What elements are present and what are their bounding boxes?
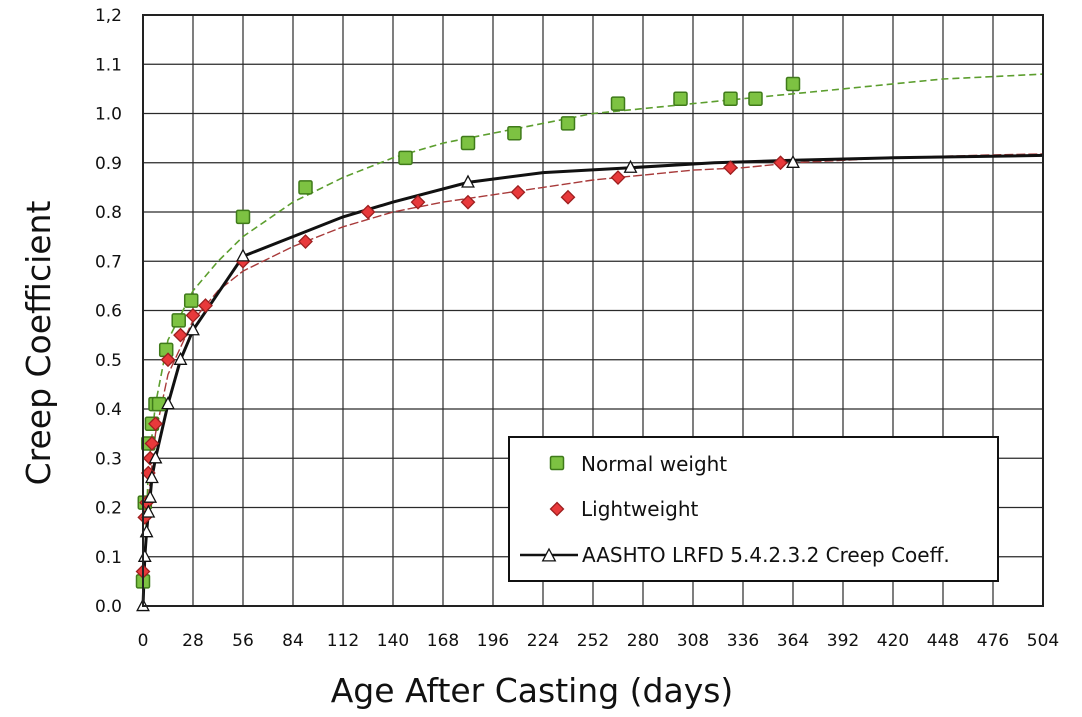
point-normal-weight [507,125,522,141]
y-tick-label: 1.0 [95,105,122,125]
legend-label-lightweight: Lightweight [581,497,699,521]
point-aashto [173,351,188,365]
x-tick-label: 392 [827,631,859,651]
point-lightweight [773,155,788,171]
y-tick-label: 0.2 [95,499,122,519]
point-aashto [148,450,163,464]
point-normal-weight [785,76,801,92]
point-normal-weight [398,150,413,166]
x-tick-label: 140 [377,631,409,651]
y-tick-label: 0.3 [95,449,122,469]
point-lightweight [185,308,201,323]
x-tick-labels: 0 28 56 84 112 140 168 196 224 252 280 308 336 364 392… [138,631,1060,651]
x-tick-label: 224 [527,631,559,651]
point-aashto [623,159,638,173]
trendline-lightweight [142,153,1044,607]
point-lightweight [560,189,576,205]
y-tick-label: 1.1 [95,55,122,75]
trendline-normal-weight [142,73,1044,607]
x-tick-label: 28 [182,631,204,651]
point-lightweight [610,170,626,185]
point-lightweight [723,160,738,176]
point-aashto [161,396,175,410]
point-lightweight [160,352,176,368]
point-aashto [137,548,152,562]
legend-box [508,436,999,582]
x-tick-label: 280 [627,631,659,651]
x-tick-label: 420 [877,631,909,651]
x-tick-label: 476 [977,631,1009,651]
y-tick-label: 0.0 [95,597,122,617]
x-tick-label: 448 [927,631,959,651]
point-normal-weight [171,313,186,328]
point-lightweight [298,234,313,249]
point-aashto [141,504,156,518]
y-tick-label: 0.8 [95,203,122,223]
x-tick-label: 112 [327,631,359,651]
legend-marker-aashto [520,547,578,562]
y-tick-label: 0.6 [95,302,122,322]
x-axis-title: Age After Casting (days) [331,671,734,710]
x-tick-label: 504 [1027,631,1059,651]
x-tick-label: 308 [677,631,709,651]
point-lightweight [360,204,376,220]
point-aashto [461,174,475,188]
point-aashto [186,322,200,336]
point-normal-weight [610,96,626,111]
x-tick-label: 56 [232,631,254,651]
legend-marker-normal-weight [549,455,565,471]
point-aashto [786,154,800,168]
point-lightweight [148,416,163,432]
x-tick-label: 364 [777,631,809,651]
legend-triangle-icon [541,547,557,562]
point-normal-weight [673,91,688,106]
point-lightweight [144,436,160,451]
point-normal-weight [560,116,576,131]
point-lightweight [173,327,188,343]
legend-label-normal-weight: Normal weight [581,452,727,476]
y-tick-label: 0.9 [95,154,122,174]
y-tick-label: 0.1 [95,548,122,568]
y-axis-title: Creep Coefficient [19,201,58,486]
y-tick-labels: 0.0 0.1 0.2 0.3 0.4 0.5 0.6 0.7 0.8 0.9 1.0 1.1 1,2 [95,6,122,617]
legend-marker-lightweight [549,501,565,517]
x-tick-label: 168 [427,631,459,651]
legend-square-icon [549,455,565,471]
point-lightweight [460,194,476,210]
y-tick-label: 0.7 [95,252,122,272]
y-tick-label: 0.4 [95,400,122,420]
plot-area-frame [142,14,1044,607]
point-lightweight [510,184,526,200]
point-normal-weight [183,293,199,308]
x-tick-label: 196 [477,631,509,651]
point-lightweight [410,194,426,210]
legend-label-aashto: AASHTO LRFD 5.4.2.3.2 Creep Coeff. [582,543,950,567]
y-tick-label: 1,2 [95,6,122,26]
data-points [135,76,801,612]
point-normal-weight [235,209,251,225]
x-tick-label: 252 [577,631,609,651]
x-tick-label: 336 [727,631,759,651]
legend-diamond-icon [549,501,565,517]
point-normal-weight [460,135,476,151]
x-tick-label: 84 [282,631,304,651]
y-tick-label: 0.5 [95,351,122,371]
point-normal-weight [723,91,738,106]
point-aashto [236,248,250,262]
point-aashto [143,489,158,503]
point-lightweight [198,298,213,313]
point-normal-weight [748,91,763,106]
point-normal-weight [298,180,313,195]
x-tick-label: 0 [138,631,149,651]
point-aashto [144,470,159,484]
legend: Normal weight Lightweight AASHTO LRFD 5.… [508,436,999,582]
